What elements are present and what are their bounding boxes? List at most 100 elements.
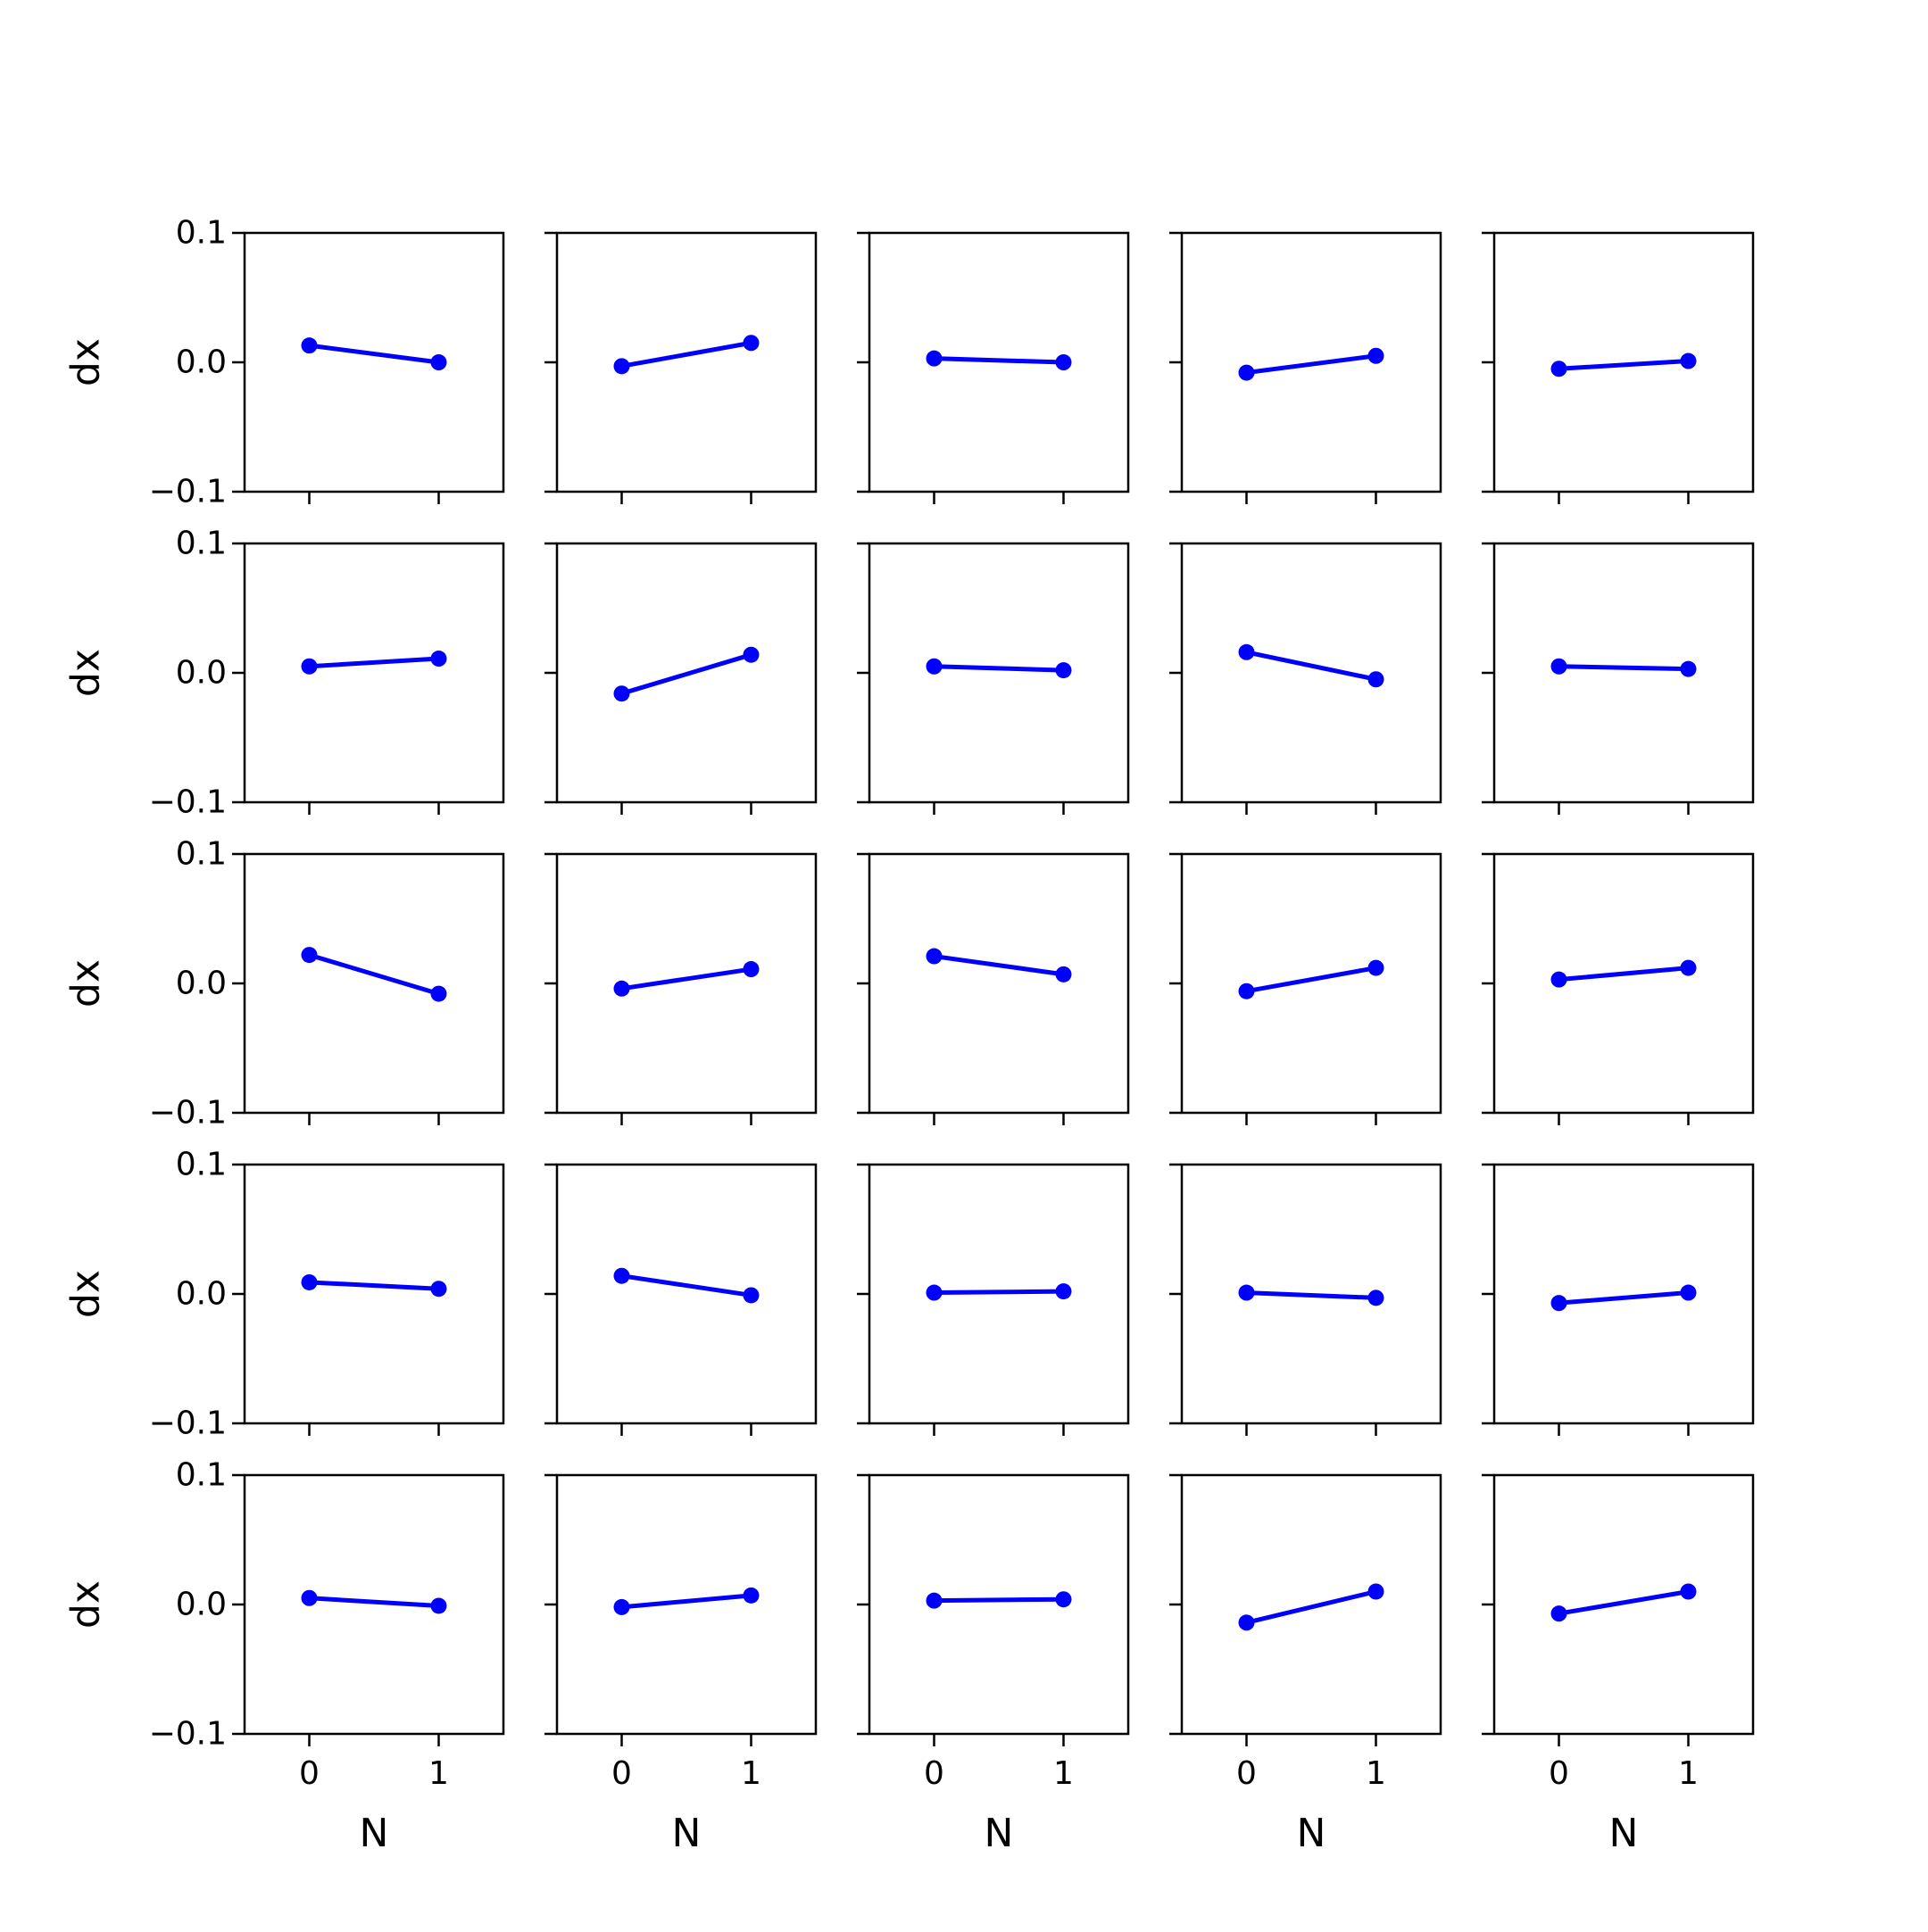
data-point [926,1284,943,1301]
axes-frame [868,1473,1130,1736]
x-tick-label: 0 [1236,1755,1257,1792]
subplot-r4-c2 [544,1163,818,1436]
subplot-r3-c3 [857,852,1130,1125]
x-tick-label: 1 [428,1755,449,1792]
data-point [926,1592,943,1609]
axes-frame [243,1163,505,1425]
y-tick-label: 0.0 [176,966,227,1002]
data-point [430,985,447,1002]
data-point [301,337,318,354]
data-point [743,1587,760,1604]
x-axis-label: N [360,1811,389,1856]
data-point [1238,364,1255,381]
subplot-r3-c1: 0.1 0.0 −0.1 dx [63,836,505,1132]
y-tick-label: −0.1 [149,1095,227,1132]
data-point [1550,361,1567,377]
series-line [1246,966,1376,994]
y-axis-label: dx [63,649,109,697]
series-line [1246,353,1376,376]
series-line [1558,1290,1689,1306]
y-tick-label: −0.1 [149,1405,227,1442]
data-point [1680,352,1697,369]
subplot-r2-c2 [544,542,818,815]
series-line [621,1593,752,1610]
data-point [613,685,630,702]
data-point [1680,660,1697,677]
axes-frame [1180,852,1442,1115]
x-tick-label: 1 [1053,1755,1074,1792]
series-line [309,343,439,365]
data-point [1550,1605,1567,1622]
y-tick-label: −0.1 [149,784,227,821]
subplot-r5-c2: 0 1 N [544,1473,818,1856]
x-tick-label: 1 [1366,1755,1386,1792]
data-point [1367,1289,1384,1306]
data-point [1238,983,1255,999]
x-axis-label: N [1297,1811,1326,1856]
y-axis-label: dx [63,1580,109,1629]
y-tick-label: 0.1 [176,836,227,873]
data-point [926,948,943,965]
y-tick-label: 0.0 [176,1276,227,1313]
data-point [926,350,943,367]
x-tick-label: 1 [741,1755,761,1792]
subplot-r1-c2 [544,231,818,504]
series-line [1558,1589,1689,1616]
axes-frame [1492,231,1755,493]
data-point [1055,1283,1072,1300]
axes-frame [555,231,818,493]
data-point [613,1267,630,1284]
subplot-r2-c5 [1482,542,1755,815]
data-point [743,646,760,663]
y-tick-label: 0.1 [176,1457,227,1494]
data-point [1550,1295,1567,1312]
axes-frame [1492,542,1755,804]
series-line [309,1280,439,1291]
y-axis-label: dx [63,338,109,386]
data-point [1055,966,1072,983]
data-point [301,1273,318,1290]
data-point [1055,354,1072,370]
x-tick-label: 0 [611,1755,632,1792]
axes-frame [555,1473,818,1736]
y-tick-label: 0.1 [176,215,227,252]
data-point [430,1281,447,1298]
series-line [1558,359,1689,371]
series-line [934,356,1064,365]
data-point [1055,1591,1072,1608]
axes-frame [555,852,818,1115]
data-point [1680,1583,1697,1600]
x-axis-label: N [1609,1811,1639,1856]
axes-frame [243,231,505,493]
y-axis-label: dx [63,959,109,1007]
data-point [613,358,630,375]
subplot-r2-c3 [857,542,1130,815]
series-line [1558,664,1689,672]
axes-frame [868,542,1130,804]
subplot-r5-c4: 0 1 N [1169,1473,1442,1856]
data-point [1680,1284,1697,1301]
series-line [934,1596,1064,1604]
y-tick-label: −0.1 [149,474,227,510]
axes-frame [243,852,505,1115]
subplot-r4-c3 [857,1163,1130,1436]
subplot-r4-c4 [1169,1163,1442,1436]
subplot-r1-c5 [1482,231,1755,504]
axes-frame [868,852,1130,1115]
data-point [301,658,318,675]
x-tick-label: 0 [1549,1755,1569,1792]
axes-frame [243,542,505,804]
y-tick-label: 0.0 [176,344,227,381]
subplot-r4-c5 [1482,1163,1755,1436]
series-line [934,954,1064,977]
data-point [1367,959,1384,976]
data-point [1367,671,1384,688]
x-tick-label: 0 [924,1755,944,1792]
data-point [613,1598,630,1615]
data-point [430,651,447,667]
axes-frame [1492,852,1755,1115]
data-point [926,658,943,675]
subplot-r5-c3: 0 1 N [857,1473,1130,1856]
data-point [1238,1614,1255,1631]
series-line [308,952,440,996]
